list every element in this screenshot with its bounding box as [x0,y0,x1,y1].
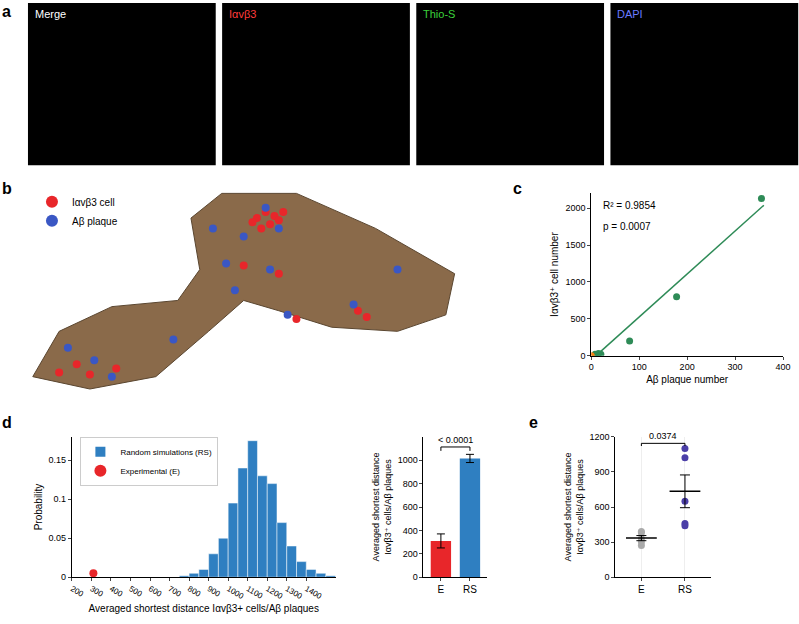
svg-text:Thio-S: Thio-S [423,8,455,20]
svg-text:300: 300 [88,584,105,599]
svg-text:1500: 1500 [565,240,585,250]
svg-text:600: 600 [403,502,418,512]
svg-text:1200: 1200 [264,584,284,601]
svg-text:0: 0 [580,351,585,361]
svg-text:0: 0 [413,572,418,582]
svg-text:500: 500 [128,584,145,599]
svg-text:0: 0 [589,362,594,372]
svg-text:Averaged shortest distance Iαv: Averaged shortest distance Iαvβ3+ cells/… [89,603,319,614]
svg-text:RS: RS [678,584,692,595]
svg-text:200: 200 [69,584,86,599]
svg-text:Random simulations (RS): Random simulations (RS) [120,448,211,457]
svg-text:900: 900 [594,467,609,477]
svg-text:Aβ plaque number: Aβ plaque number [646,374,729,385]
svg-text:2000: 2000 [565,203,585,213]
svg-text:0.05: 0.05 [49,533,67,543]
svg-text:Iαvβ3: Iαvβ3 [229,8,256,20]
svg-text:600: 600 [594,502,609,512]
svg-text:Aβ plaque: Aβ plaque [72,216,118,227]
svg-text:400: 400 [776,362,791,372]
svg-text:0: 0 [604,572,609,582]
svg-text:1100: 1100 [245,584,265,601]
svg-text:200: 200 [403,549,418,559]
svg-text:1000: 1000 [398,455,418,465]
svg-text:600: 600 [147,584,164,599]
svg-text:c: c [513,180,522,197]
svg-text:0.0374: 0.0374 [649,431,677,441]
svg-text:E: E [438,584,445,595]
svg-text:1400: 1400 [303,584,323,601]
svg-text:R² = 0.9854: R² = 0.9854 [603,200,656,211]
svg-text:1000: 1000 [565,277,585,287]
svg-text:900: 900 [206,584,223,599]
svg-text:1000: 1000 [225,584,245,601]
svg-text:200: 200 [680,362,695,372]
svg-text:< 0.0001: < 0.0001 [438,435,473,445]
svg-text:Averaged shortest distanceIαvβ: Averaged shortest distanceIαvβ3⁺ cells/A… [371,453,393,562]
svg-text:1300: 1300 [284,584,304,601]
svg-text:300: 300 [728,362,743,372]
svg-text:Iαvβ3 cell: Iαvβ3 cell [72,197,115,208]
svg-text:Probability: Probability [33,484,44,531]
svg-text:700: 700 [167,584,184,599]
svg-text:RS: RS [463,584,477,595]
svg-text:Experimental (E): Experimental (E) [120,467,180,476]
svg-text:400: 400 [108,584,125,599]
svg-text:p = 0.0007: p = 0.0007 [603,221,651,232]
svg-text:100: 100 [632,362,647,372]
svg-text:b: b [2,180,12,197]
svg-text:400: 400 [403,526,418,536]
svg-text:0: 0 [61,572,66,582]
svg-text:800: 800 [186,584,203,599]
svg-text:Averaged shortest distanceIαvβ: Averaged shortest distanceIαvβ3⁺ cells/A… [563,453,585,562]
svg-text:Iαvβ3⁺ cell number: Iαvβ3⁺ cell number [549,232,560,317]
svg-text:DAPI: DAPI [617,8,643,20]
svg-text:800: 800 [403,479,418,489]
svg-text:300: 300 [594,537,609,547]
svg-text:d: d [2,414,12,431]
svg-text:500: 500 [570,314,585,324]
svg-text:E: E [638,584,645,595]
svg-text:Merge: Merge [35,8,66,20]
svg-text:0.1: 0.1 [54,494,67,504]
svg-text:a: a [2,3,11,20]
svg-text:1200: 1200 [589,432,609,442]
svg-text:e: e [529,414,538,431]
svg-text:0.15: 0.15 [49,455,67,465]
